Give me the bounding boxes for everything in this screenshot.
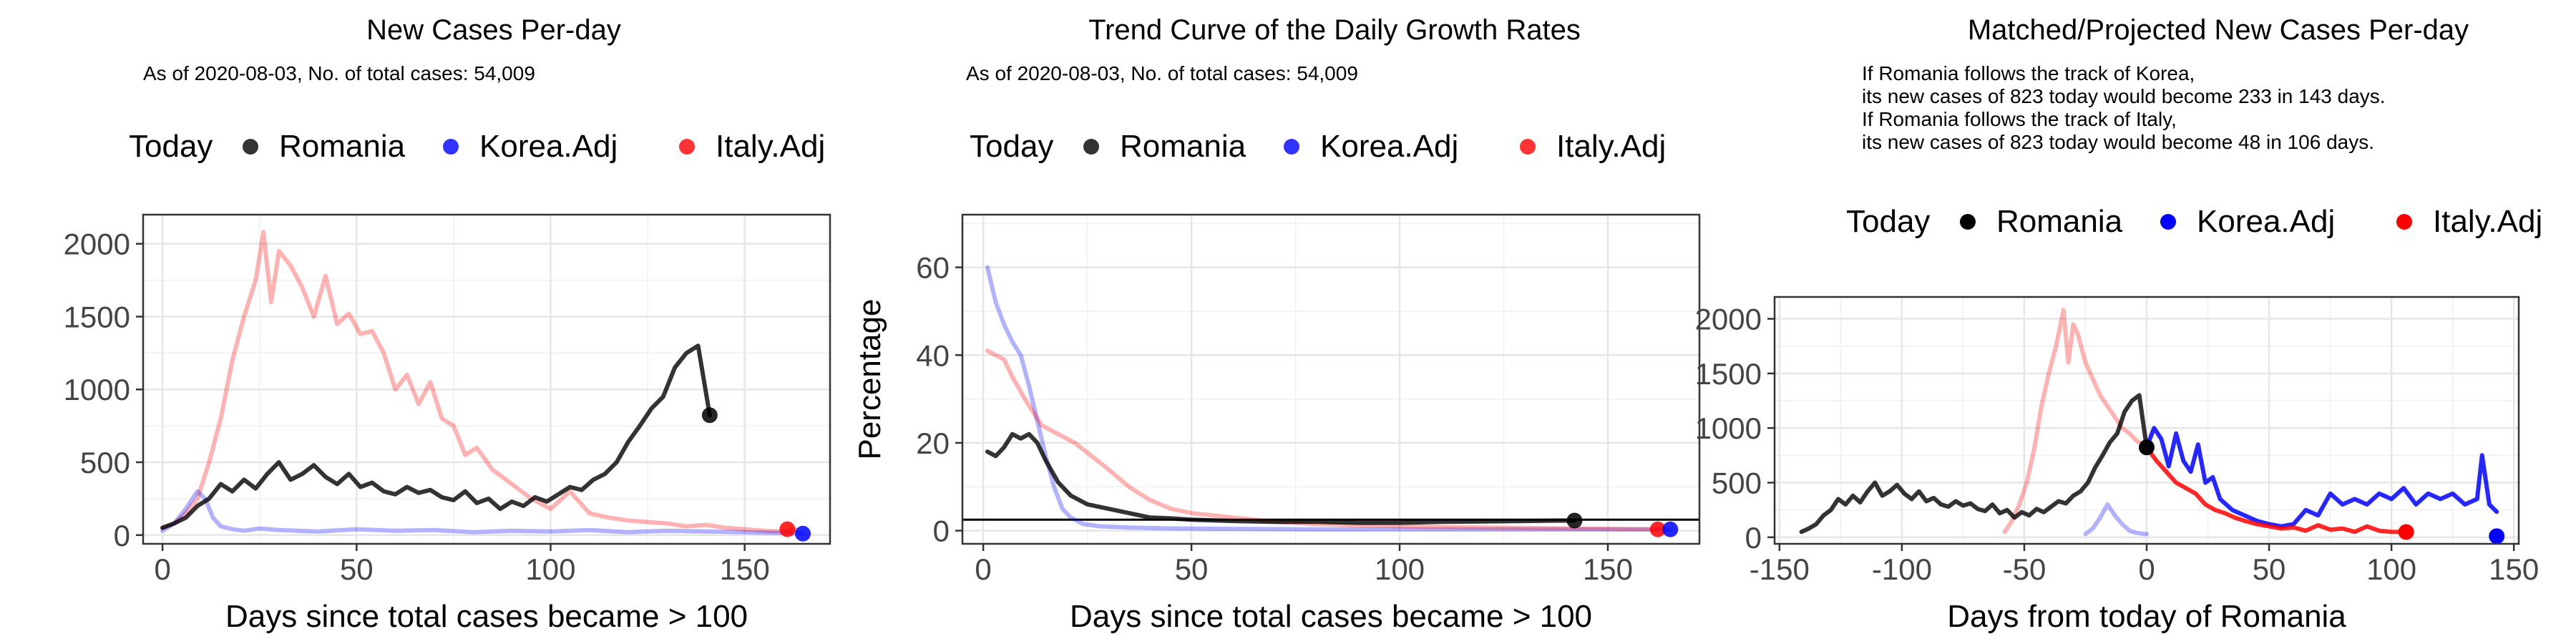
- y-axis-label: Percentage: [852, 298, 887, 459]
- y-tick-label: 1500: [1695, 357, 1762, 391]
- x-tick-label: 150: [2489, 552, 2539, 586]
- today-point-romania: [2139, 439, 2155, 456]
- chart-subtitle-line: If Romania follows the track of Korea,: [1862, 62, 2195, 84]
- legend-marker: [2160, 214, 2176, 230]
- legend-entry: Italy.Adj: [716, 129, 825, 164]
- y-tick-label: 0: [933, 514, 950, 548]
- plot-lines: [962, 265, 1699, 537]
- chart-projected-cases: Matched/Projected New Cases Per-day If Ro…: [1695, 14, 2543, 634]
- series-line-italy-adj: [2145, 445, 2409, 535]
- legend-title: Today: [970, 129, 1053, 164]
- chart-subtitle-line: If Romania follows the track of Italy,: [1862, 108, 2177, 130]
- x-tick-label: 0: [2138, 552, 2155, 586]
- today-point-romania: [1566, 512, 1583, 529]
- legend-marker: [1284, 139, 1299, 155]
- y-tick-label: 2000: [64, 228, 130, 261]
- y-tick-label: 20: [916, 426, 950, 460]
- x-tick-label: 100: [525, 552, 575, 586]
- series-line-romania: [160, 343, 712, 530]
- x-tick-label: 0: [154, 552, 170, 586]
- y-tick-label: 1500: [64, 300, 130, 333]
- series-line-italy-adj-history-: [2002, 308, 2149, 535]
- legend-entry: Korea.Adj: [2197, 204, 2335, 239]
- plot-area: [143, 215, 830, 544]
- legend-marker: [1960, 214, 1976, 230]
- today-point-korea-adj: [795, 525, 811, 542]
- series-line-korea-adj: [2145, 426, 2499, 529]
- y-tick-label: 0: [114, 519, 130, 552]
- today-point-italy-adj: [2398, 524, 2414, 540]
- chart-subtitle: As of 2020-08-03, No. of total cases: 54…: [143, 62, 535, 84]
- y-tick-label: 1000: [1695, 411, 1762, 445]
- legend-marker: [243, 139, 258, 155]
- legend-marker: [1083, 139, 1099, 155]
- x-axis-label: Days since total cases became > 100: [225, 599, 748, 634]
- y-tick-label: 60: [916, 251, 950, 285]
- y-tick-label: 40: [916, 338, 950, 372]
- today-point-romania: [701, 407, 718, 424]
- legend-entry: Romania: [1120, 129, 1246, 164]
- x-axis-label: Days from today of Romania: [1947, 599, 2346, 634]
- series-line-romania: [985, 431, 1577, 525]
- chart-subtitle-line: its new cases of 823 today would become …: [1862, 85, 2386, 107]
- x-tick-label: 0: [975, 552, 991, 586]
- y-tick-label: 500: [80, 446, 130, 479]
- series-line-italy-adj: [160, 230, 798, 534]
- x-axis-label: Days since total cases became > 100: [1070, 599, 1592, 634]
- today-point-italy-adj: [1649, 521, 1666, 537]
- chart-title: Matched/Projected New Cases Per-day: [1968, 14, 2469, 46]
- x-tick-label: -50: [2003, 552, 2046, 586]
- chart-title: New Cases Per-day: [366, 14, 621, 46]
- legend-marker: [2396, 214, 2412, 230]
- x-tick-label: 100: [1375, 552, 1425, 586]
- chart-subtitle: As of 2020-08-03, No. of total cases: 54…: [966, 62, 1358, 84]
- x-tick-label: 50: [2253, 552, 2286, 586]
- legend-title: Today: [1846, 204, 1930, 239]
- legend-marker: [679, 139, 695, 155]
- chart-subtitle-line: its new cases of 823 today would become …: [1862, 131, 2374, 153]
- plot-border: [961, 213, 1701, 545]
- plot-area: [962, 215, 1699, 544]
- x-tick-label: 100: [2366, 552, 2416, 586]
- series-line-italy-adj: [985, 348, 1660, 532]
- legend-marker: [443, 139, 459, 155]
- x-tick-label: 50: [1175, 552, 1209, 586]
- y-tick-label: 2000: [1695, 303, 1762, 336]
- legend-entry: Italy.Adj: [1556, 129, 1666, 164]
- plot-border: [142, 213, 831, 545]
- y-tick-label: 0: [1745, 521, 1762, 555]
- x-tick-label: 50: [340, 552, 374, 586]
- plot-lines: [1799, 308, 2505, 544]
- series-line-romania: [1799, 393, 2149, 535]
- today-point-italy-adj: [779, 521, 796, 537]
- legend-entry: Italy.Adj: [2433, 204, 2542, 239]
- series-line-korea-adj-history-: [2083, 502, 2149, 537]
- chart-title: Trend Curve of the Daily Growth Rates: [1088, 14, 1581, 46]
- legend-title: Today: [129, 129, 213, 164]
- legend-marker: [1520, 139, 1536, 155]
- legend-entry: Romania: [1996, 204, 2123, 239]
- x-tick-label: 150: [1583, 552, 1633, 586]
- legend-entry: Korea.Adj: [1320, 129, 1458, 164]
- plot-lines: [160, 230, 811, 542]
- series-line-korea-adj: [985, 265, 1673, 532]
- chart-new-cases: New Cases Per-day As of 2020-08-03, No. o…: [64, 14, 831, 634]
- x-tick-label: -100: [1872, 552, 1932, 586]
- today-point-korea-adj: [1662, 521, 1679, 537]
- x-tick-label: -150: [1750, 552, 1810, 586]
- x-tick-label: 150: [720, 552, 770, 586]
- today-point-korea-adj: [2489, 528, 2505, 544]
- y-tick-label: 1000: [64, 373, 130, 406]
- legend-entry: Korea.Adj: [479, 129, 618, 164]
- chart-growth-rates: Trend Curve of the Daily Growth Rates As …: [852, 14, 1701, 634]
- legend-entry: Romania: [279, 129, 406, 164]
- y-tick-label: 500: [1712, 467, 1762, 500]
